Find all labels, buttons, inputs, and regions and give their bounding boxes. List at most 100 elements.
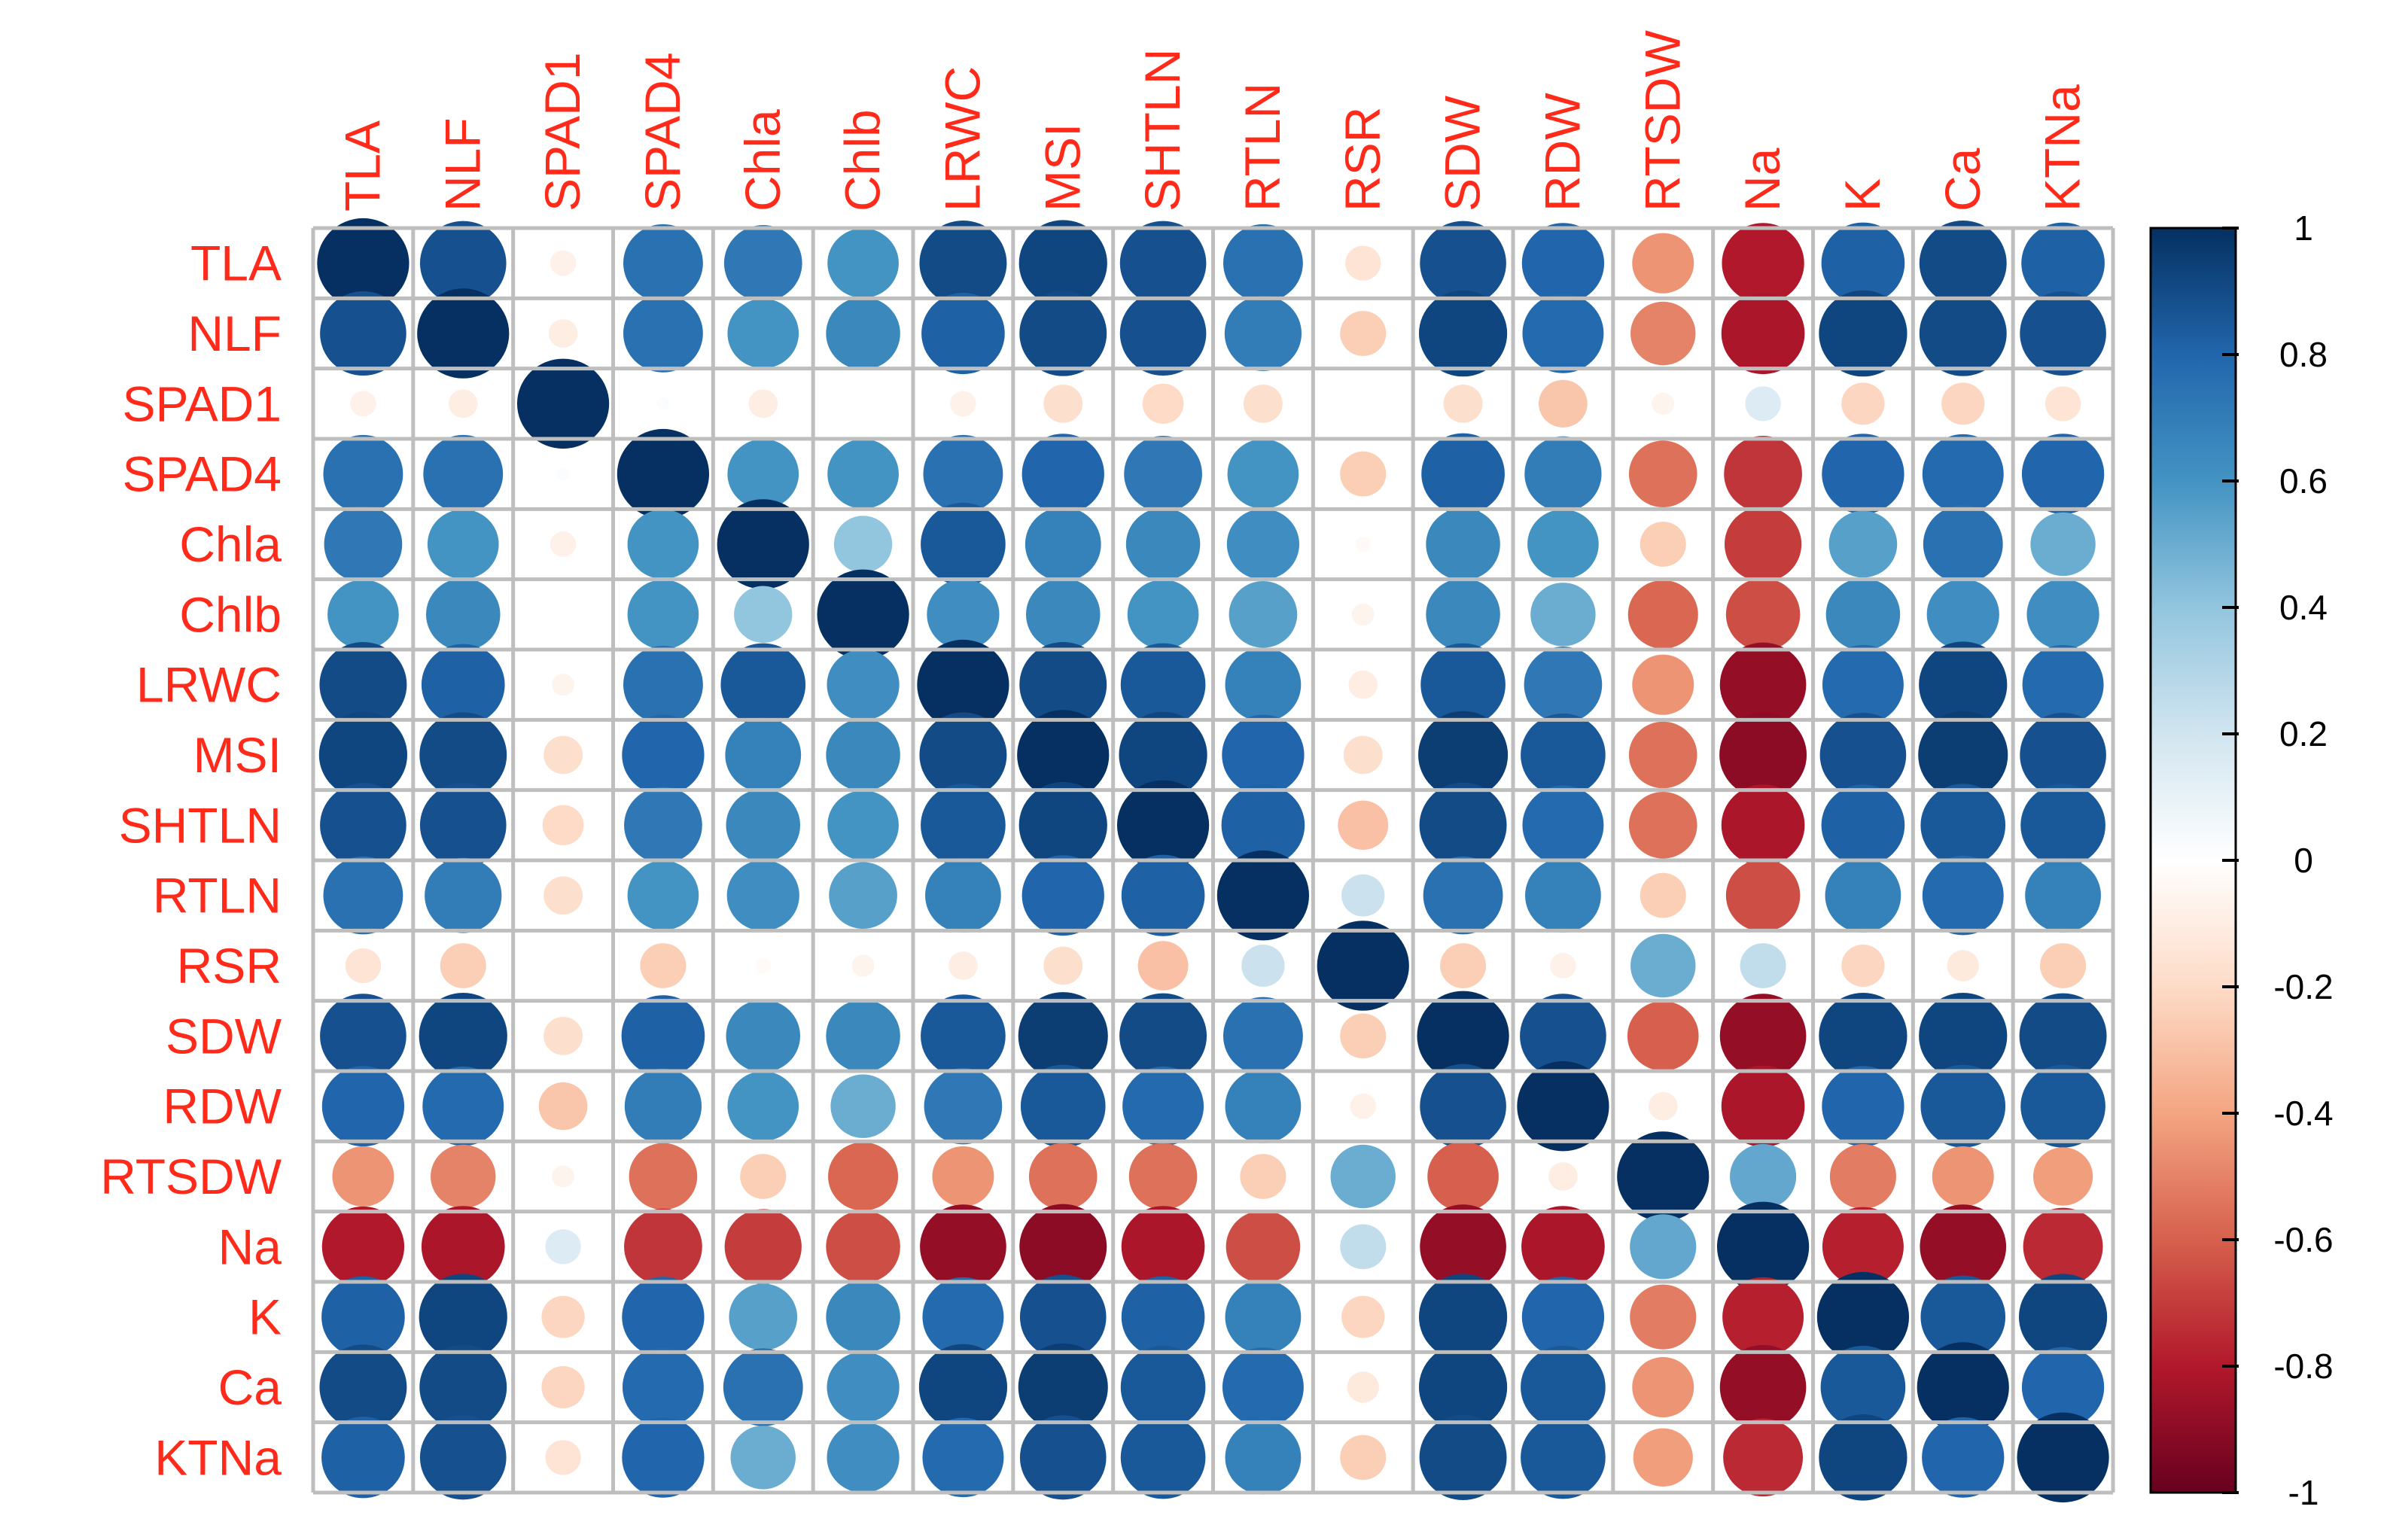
cell-K-SPAD4 bbox=[622, 1277, 705, 1358]
cell-Na-K bbox=[1822, 1207, 1904, 1287]
col-label-SPAD1: SPAD1 bbox=[534, 52, 590, 212]
cell-SDW-MSI bbox=[1018, 992, 1108, 1080]
cell-RSR-SDW bbox=[1440, 943, 1487, 988]
legend-tick-label: -0.6 bbox=[2273, 1220, 2333, 1259]
cell-SPAD4-LRWC bbox=[923, 434, 1003, 513]
cell-RTSDW-SHTLN bbox=[1128, 1143, 1198, 1210]
cell-Chla-MSI bbox=[1025, 507, 1101, 582]
cell-LRWC-SHTLN bbox=[1120, 643, 1206, 726]
cell-SHTLN-SPAD1 bbox=[542, 805, 584, 846]
legend-ticks: 1 0.8 0.6 0.4 0.2 0 -0.2 -0.4 -0.6 -0.8 -1 bbox=[2222, 208, 2334, 1512]
cell-TLA-TLA bbox=[317, 218, 410, 309]
legend-tick-label: 0.4 bbox=[2279, 588, 2328, 627]
cell-SHTLN-Chlb bbox=[827, 790, 899, 860]
cell-Chla-NLF bbox=[427, 509, 499, 580]
cell-Na-SPAD4 bbox=[624, 1208, 702, 1286]
cell-RTLN-RTLN bbox=[1216, 850, 1310, 941]
row-label-Chlb: Chlb bbox=[179, 586, 282, 642]
row-label-RTSDW: RTSDW bbox=[100, 1149, 282, 1204]
cell-KTNa-RTSDW bbox=[1633, 1428, 1693, 1487]
cell-Ca-SPAD1 bbox=[541, 1365, 585, 1409]
cell-RDW-RDW bbox=[1517, 1061, 1609, 1152]
cell-NLF-RTLN bbox=[1224, 296, 1302, 371]
cell-LRWC-RSR bbox=[1348, 670, 1378, 699]
cell-RTLN-TLA bbox=[323, 856, 403, 935]
cell-TLA-Chla bbox=[723, 224, 802, 302]
cell-LRWC-Chlb bbox=[827, 649, 900, 720]
cell-Chlb-RTSDW bbox=[1627, 580, 1698, 649]
cell-NLF-RSR bbox=[1340, 311, 1387, 356]
cell-SPAD1-Chla bbox=[748, 389, 778, 418]
col-label-KTNa: KTNa bbox=[2035, 84, 2090, 212]
cell-RDW-RSR bbox=[1350, 1093, 1377, 1119]
cell-NLF-Chlb bbox=[826, 297, 900, 370]
cell-Ca-RDW bbox=[1521, 1345, 1606, 1429]
legend-tick-label: 0.2 bbox=[2279, 714, 2328, 753]
cell-SHTLN-RTLN bbox=[1221, 784, 1305, 866]
cell-KTNa-LRWC bbox=[922, 1417, 1004, 1498]
cell-RTLN-Chla bbox=[726, 860, 799, 931]
cell-SDW-Chlb bbox=[826, 1000, 900, 1073]
cell-RDW-SHTLN bbox=[1122, 1066, 1204, 1146]
cell-NLF-Chla bbox=[727, 298, 799, 369]
cell-RDW-K bbox=[1822, 1066, 1904, 1147]
cell-LRWC-TLA bbox=[319, 641, 407, 728]
cell-SHTLN-LRWC bbox=[921, 784, 1006, 867]
col-label-LRWC: LRWC bbox=[934, 66, 990, 212]
cell-LRWC-LRWC bbox=[917, 639, 1009, 730]
cell-Na-SHTLN bbox=[1121, 1206, 1205, 1288]
cell-Chlb-K bbox=[1825, 578, 1901, 651]
cell-RSR-TLA bbox=[345, 948, 382, 984]
cell-KTNa-MSI bbox=[1019, 1415, 1107, 1500]
cell-Chlb-SPAD4 bbox=[627, 580, 699, 650]
cell-SHTLN-KTNa bbox=[2020, 784, 2105, 867]
cell-Chla-SDW bbox=[1426, 507, 1500, 581]
cell-Chlb-KTNa bbox=[2026, 579, 2099, 650]
cell-SPAD4-RDW bbox=[1524, 436, 1602, 512]
cell-RDW-Chlb bbox=[830, 1074, 896, 1138]
cell-MSI-TLA bbox=[318, 711, 408, 799]
cell-SPAD1-MSI bbox=[1043, 384, 1083, 423]
cell-RTSDW-Chlb bbox=[828, 1142, 899, 1211]
cell-SDW-LRWC bbox=[921, 994, 1006, 1078]
cell-Na-Ca bbox=[1920, 1204, 2007, 1289]
cell-NLF-SPAD4 bbox=[623, 294, 703, 373]
cell-NLF-SHTLN bbox=[1119, 291, 1207, 376]
cell-RTSDW-TLA bbox=[332, 1146, 394, 1207]
cell-RDW-RTLN bbox=[1225, 1069, 1302, 1143]
cell-Ca-SPAD4 bbox=[622, 1347, 704, 1427]
cell-RDW-Na bbox=[1721, 1065, 1805, 1147]
cell-KTNa-SPAD1 bbox=[545, 1440, 581, 1475]
cell-SPAD4-SPAD1 bbox=[556, 467, 570, 481]
row-label-MSI: MSI bbox=[193, 727, 282, 783]
cell-RTSDW-RTLN bbox=[1240, 1154, 1286, 1199]
cell-SPAD1-KTNa bbox=[2045, 386, 2081, 422]
cell-SDW-Ca bbox=[1919, 993, 2008, 1079]
cell-Ca-K bbox=[1820, 1345, 1906, 1429]
cell-Na-RDW bbox=[1521, 1206, 1605, 1288]
cell-LRWC-SDW bbox=[1420, 643, 1506, 726]
cell-RDW-SDW bbox=[1420, 1064, 1506, 1149]
cell-SPAD1-SPAD1 bbox=[516, 358, 610, 449]
cell-MSI-KTNa bbox=[2020, 712, 2106, 798]
cell-NLF-RTSDW bbox=[1630, 301, 1696, 366]
cell-Ca-SDW bbox=[1418, 1344, 1508, 1431]
cell-Ca-Chla bbox=[723, 1348, 803, 1426]
color-legend: 1 0.8 0.6 0.4 0.2 0 -0.2 -0.4 -0.6 -0.8 -1 bbox=[2149, 208, 2334, 1512]
cell-SPAD4-NLF bbox=[423, 434, 504, 513]
cell-RTLN-KTNa bbox=[2025, 858, 2101, 933]
cell-LRWC-RTLN bbox=[1225, 647, 1302, 722]
cell-RTSDW-SPAD1 bbox=[552, 1165, 575, 1188]
col-label-SHTLN: SHTLN bbox=[1134, 49, 1190, 212]
cell-Na-SPAD1 bbox=[545, 1229, 581, 1265]
cell-Chlb-RTLN bbox=[1229, 581, 1298, 648]
cell-Ca-KTNa bbox=[2021, 1347, 2105, 1428]
cell-RTLN-MSI bbox=[1021, 855, 1104, 936]
cell-KTNa-SDW bbox=[1419, 1414, 1507, 1501]
cell-RTLN-SPAD4 bbox=[627, 860, 699, 930]
cell-KTNa-RTLN bbox=[1225, 1420, 1302, 1495]
cell-RTSDW-SPAD4 bbox=[629, 1143, 698, 1210]
cell-Chla-KTNa bbox=[2030, 512, 2096, 577]
cell-MSI-K bbox=[1819, 712, 1907, 798]
cell-RSR-NLF bbox=[440, 943, 486, 988]
